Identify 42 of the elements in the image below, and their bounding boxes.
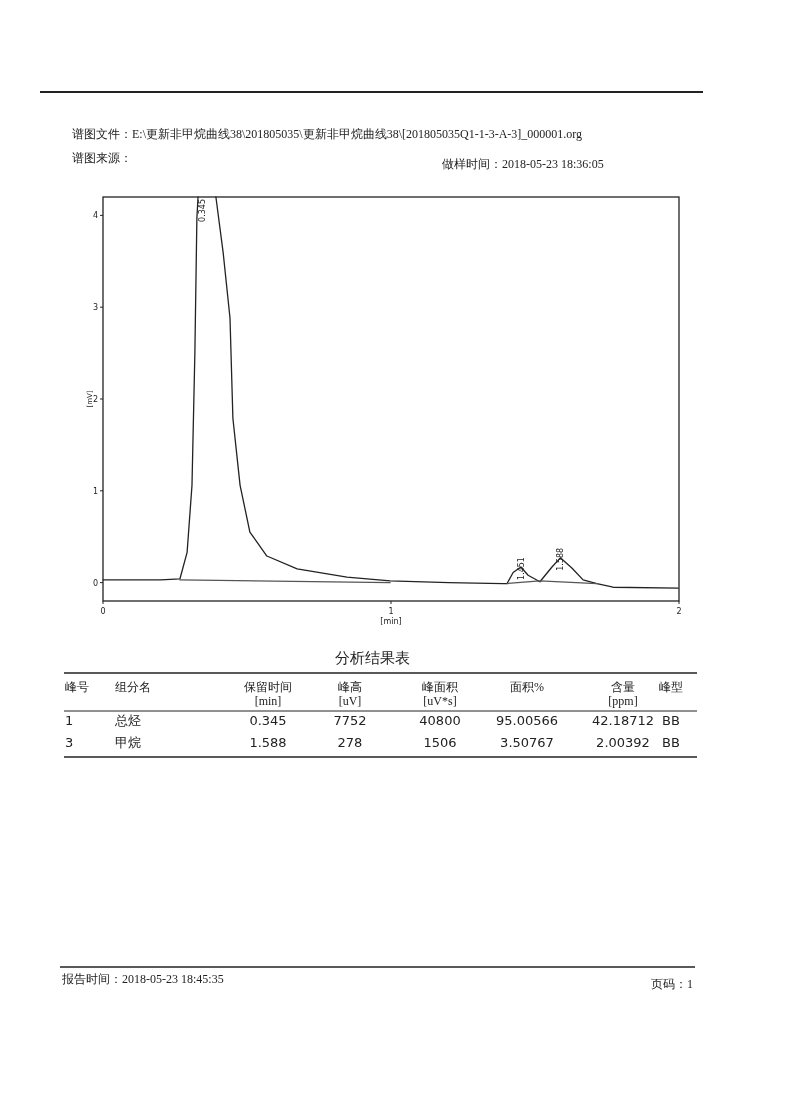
text: 1 [65,713,74,728]
x-tick-label: 0 [100,607,106,616]
text: 3.50767 [500,735,554,750]
text: 7752 [333,713,367,728]
x-tick-label: 2 [676,607,682,616]
text: 1506 [423,735,457,750]
text: 页码：1 [651,977,693,991]
annotation: 1.588 [556,547,566,571]
text: 做样时间：2018-05-23 18:36:05 [442,157,604,171]
annotation: 0.345 [198,199,208,222]
text: 保留时间 [min] [244,680,292,708]
text: 峰面积 [uV*s] [422,680,458,708]
y-tick-label: 0 [92,578,98,588]
text: 2.00392 [596,735,650,750]
text: 面积% [510,680,544,694]
text: 谱图来源： [72,151,132,165]
text: 95.00566 [495,713,559,728]
text: 峰高 [uV] [338,680,362,708]
y-tick-label: 2 [92,395,98,404]
text: 总烃 [114,713,141,728]
text: 含量 [ppm] [608,680,638,708]
text: 42.18712 [591,713,655,728]
x-axis-title: [min] [380,617,402,626]
text: 峰号 [65,680,89,694]
y-tick-label: 1 [92,486,98,496]
text: 谱图文件：E:\更新非甲烷曲线38\201805035\更新非甲烷曲线38\[201805035Q1-1-3-A-3]_000001.org [72,127,583,141]
text: 40800 [419,713,461,728]
text: 3 [65,735,74,750]
text: BB [662,735,680,750]
text: 0.345 [249,713,287,728]
text: 组分名 [115,680,151,694]
text: 278 [337,735,363,750]
annotation: 1.451 [516,557,526,580]
text: 甲烷 [115,735,141,750]
y-tick-label: 3 [92,303,98,313]
text: 1.588 [249,735,287,750]
text: 报告时间：2018-05-23 18:45:35 [61,972,224,986]
text: 分析结果表 [334,649,410,667]
text: 峰型 [659,680,683,694]
text: BB [662,713,680,728]
x-tick-label: 1 [388,607,394,616]
y-tick-label: 4 [92,211,98,221]
